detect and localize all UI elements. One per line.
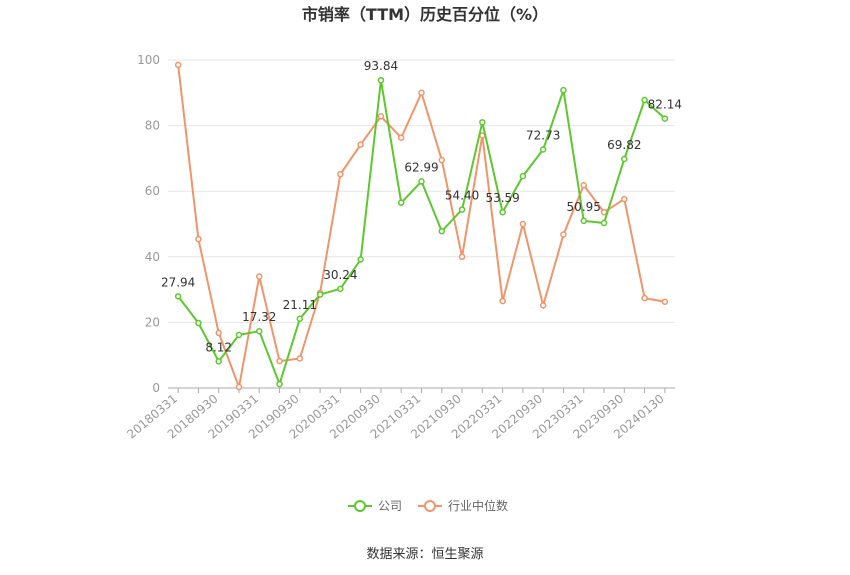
data-point[interactable] bbox=[276, 380, 283, 388]
y-axis: 0 20 40 60 80 100 bbox=[137, 53, 160, 395]
data-point[interactable] bbox=[174, 61, 182, 69]
data-point[interactable] bbox=[256, 327, 263, 335]
data-point[interactable] bbox=[560, 231, 567, 238]
data-point[interactable] bbox=[215, 358, 222, 365]
data-point[interactable] bbox=[580, 217, 587, 225]
legend-swatch-marker bbox=[424, 500, 436, 512]
data-label: 17.32 bbox=[242, 310, 276, 324]
data-point[interactable] bbox=[539, 146, 547, 153]
data-point[interactable] bbox=[397, 199, 405, 206]
data-point[interactable] bbox=[539, 302, 547, 309]
data-point[interactable] bbox=[276, 357, 283, 365]
data-point[interactable] bbox=[621, 195, 628, 203]
data-point[interactable] bbox=[235, 331, 243, 339]
data-label: 53.59 bbox=[485, 191, 519, 205]
data-labels: 27.94 8.12 17.32 21.11 30.24 93.84 62.99 54.40 5… bbox=[161, 59, 682, 354]
chart-title: 市销率（TTM）历史百分位（%） bbox=[302, 5, 548, 24]
data-label: 30.24 bbox=[323, 268, 357, 282]
data-point[interactable] bbox=[519, 172, 527, 180]
data-label: 69.82 bbox=[607, 138, 641, 152]
data-point[interactable] bbox=[580, 182, 587, 189]
data-point[interactable] bbox=[600, 219, 608, 227]
data-point[interactable] bbox=[357, 256, 364, 263]
data-label: 93.84 bbox=[364, 59, 398, 73]
data-point[interactable] bbox=[641, 96, 648, 104]
data-label: 50.95 bbox=[567, 200, 601, 214]
y-tick-label: 20 bbox=[145, 315, 160, 329]
data-point[interactable] bbox=[418, 89, 425, 97]
legend[interactable]: 公司 行业中位数 bbox=[348, 498, 508, 513]
series-line bbox=[177, 64, 666, 391]
data-point[interactable] bbox=[174, 293, 182, 300]
data-point[interactable] bbox=[458, 253, 466, 261]
data-point[interactable] bbox=[661, 298, 669, 305]
data-label: 8.12 bbox=[205, 340, 232, 354]
series-1 bbox=[174, 61, 669, 391]
data-label: 21.11 bbox=[283, 298, 317, 312]
data-point[interactable] bbox=[215, 329, 222, 337]
data-point[interactable] bbox=[458, 206, 466, 213]
data-point[interactable] bbox=[438, 156, 446, 164]
data-point[interactable] bbox=[499, 208, 506, 216]
data-point[interactable] bbox=[560, 86, 567, 94]
data-label: 62.99 bbox=[404, 160, 438, 174]
series-layer bbox=[174, 61, 669, 391]
data-point[interactable] bbox=[256, 273, 263, 280]
data-point[interactable] bbox=[499, 297, 506, 305]
data-point[interactable] bbox=[479, 119, 486, 126]
legend-item-0[interactable]: 公司 bbox=[348, 499, 402, 513]
data-point[interactable] bbox=[195, 319, 202, 327]
legend-label: 公司 bbox=[378, 499, 402, 513]
grid bbox=[168, 59, 675, 323]
legend-swatch-marker bbox=[354, 500, 366, 512]
data-point[interactable] bbox=[519, 220, 527, 228]
data-label: 27.94 bbox=[161, 275, 195, 289]
y-tick-label: 100 bbox=[137, 53, 160, 67]
y-tick-label: 40 bbox=[145, 250, 160, 264]
legend-label: 行业中位数 bbox=[448, 498, 508, 513]
data-label: 72.73 bbox=[526, 128, 560, 142]
legend-item-1[interactable]: 行业中位数 bbox=[418, 498, 508, 513]
y-tick-label: 80 bbox=[145, 119, 160, 133]
data-point[interactable] bbox=[337, 285, 344, 293]
data-point[interactable] bbox=[337, 170, 344, 178]
data-point[interactable] bbox=[438, 227, 446, 235]
data-point[interactable] bbox=[235, 383, 243, 391]
data-point[interactable] bbox=[316, 291, 324, 298]
data-point[interactable] bbox=[661, 115, 669, 122]
data-point[interactable] bbox=[418, 178, 425, 185]
x-axis: 2018033120180930201903312019093020200331… bbox=[124, 387, 675, 442]
y-tick-label: 0 bbox=[152, 381, 160, 395]
data-label: 82.14 bbox=[648, 98, 682, 112]
data-point[interactable] bbox=[397, 134, 405, 141]
data-point[interactable] bbox=[357, 141, 364, 148]
data-point[interactable] bbox=[296, 355, 304, 362]
y-tick-label: 60 bbox=[145, 184, 160, 198]
data-point[interactable] bbox=[600, 208, 608, 216]
data-point[interactable] bbox=[296, 315, 304, 323]
source-note: 数据来源：恒生聚源 bbox=[366, 547, 483, 562]
data-point[interactable] bbox=[377, 113, 385, 120]
data-point[interactable] bbox=[621, 155, 628, 163]
data-point[interactable] bbox=[377, 76, 385, 84]
data-point[interactable] bbox=[195, 235, 202, 243]
series-0 bbox=[174, 76, 669, 388]
data-label: 54.40 bbox=[445, 189, 479, 203]
data-point[interactable] bbox=[641, 294, 648, 302]
